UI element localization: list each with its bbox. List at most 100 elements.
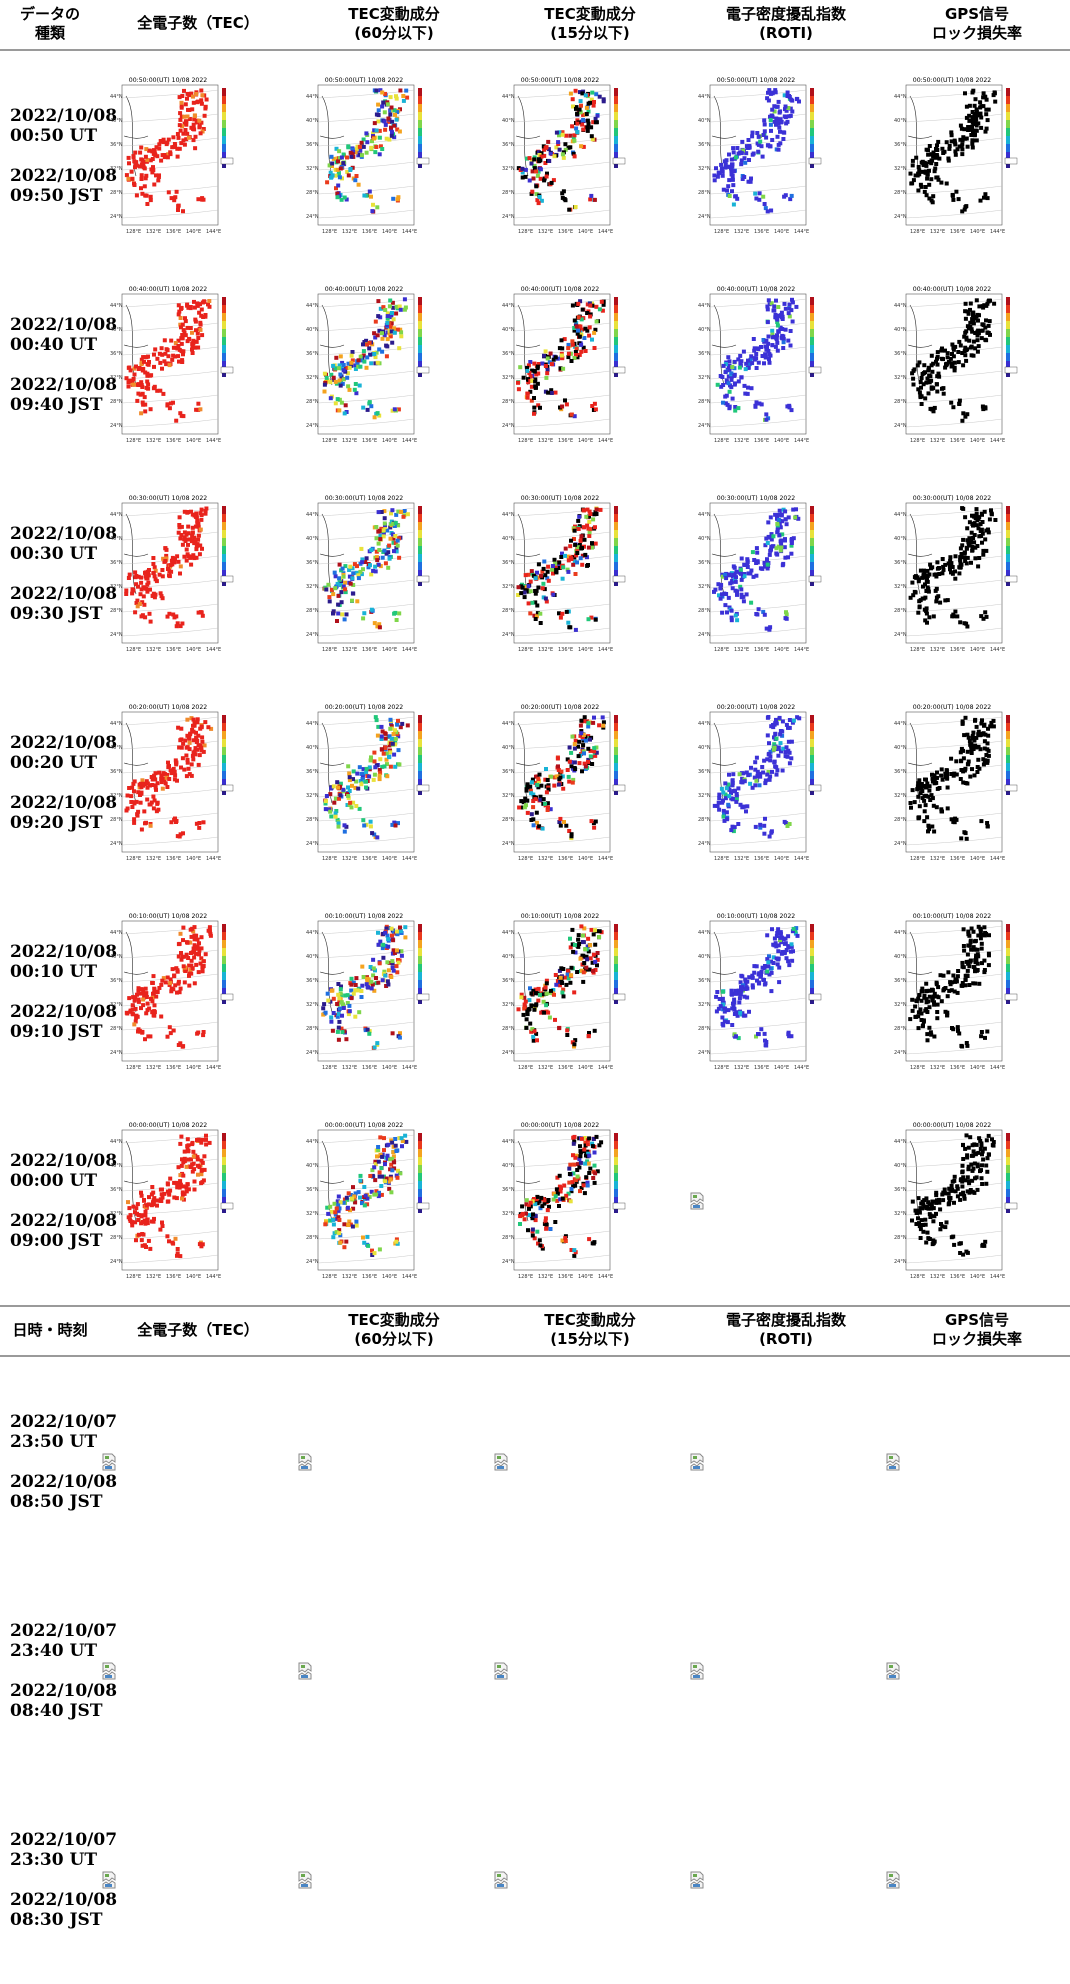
lon-tick: 144°E xyxy=(402,438,417,444)
lat-tick: 32°N xyxy=(894,166,907,172)
lat-tick: 44°N xyxy=(110,94,123,100)
broken-image-icon xyxy=(689,1662,707,1680)
jst-time: 08:40 JST xyxy=(10,1700,103,1721)
lat-tick: 32°N xyxy=(894,793,907,799)
map-title: 00:00:00(UT) 10/08 2022 xyxy=(521,1122,600,1129)
lon-tick: 140°E xyxy=(578,438,593,444)
lat-tick: 28°N xyxy=(502,817,515,823)
lon-tick: 128°E xyxy=(714,856,729,862)
datetime-cell: 2022/10/08 00:30 UT 2022/10/08 09:30 JST xyxy=(0,469,118,678)
lat-tick: 44°N xyxy=(502,303,515,309)
jst-date: 2022/10/08 xyxy=(10,1471,118,1492)
lat-tick: 36°N xyxy=(110,351,123,357)
lon-tick: 144°E xyxy=(794,229,809,235)
lat-tick: 24°N xyxy=(110,423,123,429)
utc-date: 2022/10/08 xyxy=(10,523,118,544)
lon-tick: 132°E xyxy=(538,856,553,862)
table-row: 2022/10/07 23:50 UT 2022/10/08 08:50 JST xyxy=(0,1356,1070,1566)
lat-tick: 32°N xyxy=(306,166,319,172)
lol-cell: 00:10:00(UT) 10/08 2022 44°N 40°N 36°N 32°N 2… xyxy=(884,887,1070,1096)
utc-date: 2022/10/08 xyxy=(10,732,118,753)
table-row: 2022/10/08 00:10 UT 2022/10/08 09:10 JST 00:… xyxy=(0,887,1070,1096)
lon-tick: 132°E xyxy=(146,647,161,653)
roti-cell xyxy=(688,1096,884,1306)
lat-tick: 40°N xyxy=(698,536,711,542)
lat-tick: 28°N xyxy=(894,1026,907,1032)
lon-tick: 136°E xyxy=(362,856,377,862)
headers_mid-row: 日時・時刻 全電子数（TEC） TEC変動成分 (60分以下) TEC変動成分 (15… xyxy=(0,1305,1070,1357)
tec-map: 00:20:00(UT) 10/08 2022 44°N 40°N 36°N 32°N 2… xyxy=(110,704,234,862)
lon-tick: 140°E xyxy=(382,438,397,444)
lon-tick: 144°E xyxy=(990,1065,1005,1071)
lon-tick: 140°E xyxy=(578,1065,593,1071)
jst-time: 09:30 JST xyxy=(10,603,103,624)
lat-tick: 28°N xyxy=(502,399,515,405)
lat-tick: 40°N xyxy=(502,1163,515,1169)
jst-date: 2022/10/08 xyxy=(10,1210,118,1231)
lat-tick: 36°N xyxy=(306,351,319,357)
lon-tick: 132°E xyxy=(734,438,749,444)
lon-tick: 136°E xyxy=(166,1065,181,1071)
lat-tick: 40°N xyxy=(502,536,515,542)
lon-tick: 136°E xyxy=(950,1065,965,1071)
lon-tick: 144°E xyxy=(402,1274,417,1280)
lon-tick: 128°E xyxy=(910,1274,925,1280)
lat-tick: 32°N xyxy=(306,1002,319,1008)
headers_top-cell-2: TEC変動成分 (60分以下) xyxy=(296,0,492,51)
lon-tick: 128°E xyxy=(518,647,533,653)
lat-tick: 40°N xyxy=(698,954,711,960)
lat-tick: 24°N xyxy=(110,1259,123,1265)
lon-tick: 132°E xyxy=(930,856,945,862)
tec-cell: 00:30:00(UT) 10/08 2022 44°N 40°N 36°N 32°N 2… xyxy=(100,469,296,678)
lon-tick: 140°E xyxy=(578,1274,593,1280)
lat-tick: 40°N xyxy=(110,954,123,960)
broken-image-icon xyxy=(101,1871,119,1889)
lon-tick: 140°E xyxy=(970,438,985,444)
lat-tick: 24°N xyxy=(110,841,123,847)
lat-tick: 44°N xyxy=(698,94,711,100)
tec-map: 00:00:00(UT) 10/08 2022 44°N 40°N 36°N 32°N 2… xyxy=(110,1122,234,1280)
lon-tick: 128°E xyxy=(126,1274,141,1280)
tec-cell: 00:10:00(UT) 10/08 2022 44°N 40°N 36°N 32°N 2… xyxy=(100,887,296,1096)
lon-tick: 140°E xyxy=(970,856,985,862)
lat-tick: 40°N xyxy=(502,745,515,751)
lat-tick: 36°N xyxy=(110,769,123,775)
datetime-cell: 2022/10/07 23:30 UT 2022/10/08 08:30 JST xyxy=(0,1775,118,1984)
lon-tick: 132°E xyxy=(930,1065,945,1071)
lat-tick: 44°N xyxy=(306,930,319,936)
lat-tick: 28°N xyxy=(306,817,319,823)
lon-tick: 136°E xyxy=(166,1274,181,1280)
lon-tick: 144°E xyxy=(402,647,417,653)
dtec15-map: 00:50:00(UT) 10/08 2022 44°N 40°N 36°N 32°N 2… xyxy=(502,77,626,235)
roti-cell: 00:50:00(UT) 10/08 2022 44°N 40°N 36°N 32°N 2… xyxy=(688,50,884,260)
lat-tick: 44°N xyxy=(110,512,123,518)
lat-tick: 24°N xyxy=(110,1050,123,1056)
lol-map: 00:30:00(UT) 10/08 2022 44°N 40°N 36°N 32°N 2… xyxy=(894,495,1018,653)
map-title: 00:20:00(UT) 10/08 2022 xyxy=(913,704,992,711)
utc-time: 00:20 UT xyxy=(10,752,97,773)
roti-cell: 00:10:00(UT) 10/08 2022 44°N 40°N 36°N 32°N 2… xyxy=(688,887,884,1096)
lat-tick: 24°N xyxy=(502,423,515,429)
lat-tick: 40°N xyxy=(894,954,907,960)
lon-tick: 140°E xyxy=(382,856,397,862)
lat-tick: 36°N xyxy=(502,351,515,357)
lat-tick: 28°N xyxy=(110,1026,123,1032)
map-title: 00:20:00(UT) 10/08 2022 xyxy=(129,704,208,711)
utc-date: 2022/10/07 xyxy=(10,1620,118,1641)
lat-tick: 32°N xyxy=(502,793,515,799)
lat-tick: 28°N xyxy=(698,399,711,405)
lat-tick: 24°N xyxy=(894,423,907,429)
utc-date: 2022/10/07 xyxy=(10,1829,118,1850)
lon-tick: 136°E xyxy=(362,438,377,444)
lon-tick: 132°E xyxy=(930,229,945,235)
lon-tick: 136°E xyxy=(362,1274,377,1280)
utc-time: 00:30 UT xyxy=(10,543,97,564)
utc-date: 2022/10/07 xyxy=(10,1411,118,1432)
lat-tick: 24°N xyxy=(698,214,711,220)
map-title: 00:40:00(UT) 10/08 2022 xyxy=(325,286,404,293)
lol-cell: 00:40:00(UT) 10/08 2022 44°N 40°N 36°N 32°N 2… xyxy=(884,260,1070,469)
lat-tick: 36°N xyxy=(306,769,319,775)
lon-tick: 136°E xyxy=(950,1274,965,1280)
lat-tick: 24°N xyxy=(306,214,319,220)
utc-date: 2022/10/08 xyxy=(10,314,118,335)
